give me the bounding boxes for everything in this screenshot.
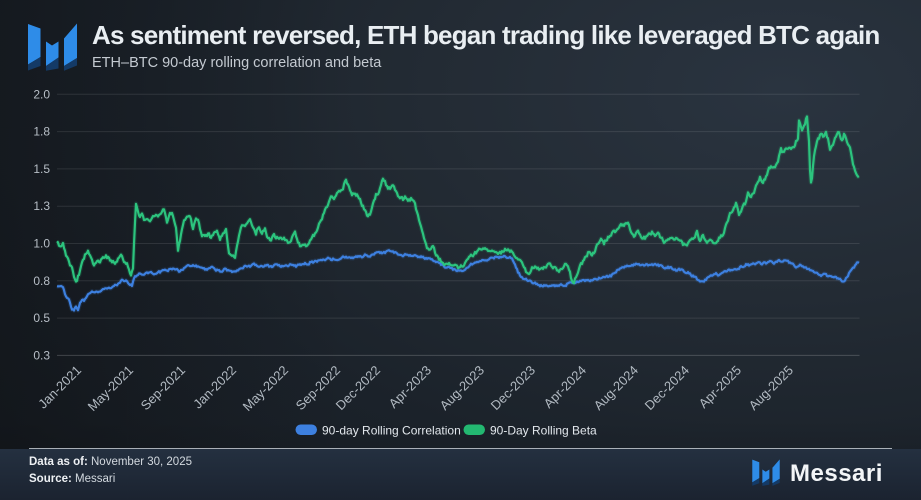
svg-text:May-2022: May-2022: [240, 363, 291, 414]
svg-text:May-2021: May-2021: [85, 363, 136, 414]
svg-text:1.5: 1.5: [33, 162, 50, 176]
svg-text:Sep-2021: Sep-2021: [138, 363, 188, 413]
svg-text:Aug-2023: Aug-2023: [437, 363, 487, 413]
svg-text:Dec-2023: Dec-2023: [488, 363, 538, 413]
svg-text:Jan-2021: Jan-2021: [35, 363, 84, 412]
svg-text:0.8: 0.8: [33, 274, 50, 288]
svg-text:1.0: 1.0: [33, 237, 50, 251]
svg-text:2.0: 2.0: [33, 87, 50, 101]
svg-text:1.3: 1.3: [33, 199, 50, 213]
svg-text:Dec-2022: Dec-2022: [333, 363, 383, 413]
svg-text:Aug-2025: Aug-2025: [746, 363, 796, 413]
svg-text:0.3: 0.3: [33, 348, 50, 362]
svg-text:Aug-2024: Aug-2024: [591, 363, 641, 413]
svg-text:Apr-2023: Apr-2023: [386, 363, 434, 411]
svg-text:Jan-2022: Jan-2022: [190, 363, 239, 412]
svg-text:Apr-2025: Apr-2025: [696, 363, 744, 411]
svg-text:Apr-2024: Apr-2024: [541, 363, 589, 411]
svg-text:0.5: 0.5: [33, 311, 50, 325]
svg-text:1.8: 1.8: [33, 125, 50, 139]
svg-text:90-Day Rolling Beta: 90-Day Rolling Beta: [490, 424, 597, 438]
svg-text:90-day Rolling Correlation: 90-day Rolling Correlation: [322, 424, 461, 438]
svg-text:Dec-2024: Dec-2024: [642, 363, 692, 413]
